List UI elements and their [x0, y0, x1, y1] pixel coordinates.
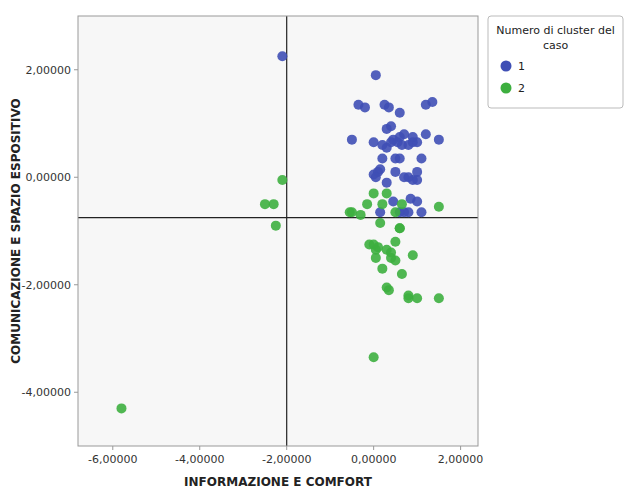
y-axis-label: COMUNICAZIONE E SPAZIO ESPOSITIVO: [9, 98, 23, 364]
tick-mark: [460, 446, 461, 450]
tick-mark: [74, 69, 78, 70]
point: [382, 178, 392, 188]
legend-title: Numero di cluster del caso: [496, 24, 614, 52]
tick-label: 2,00000: [26, 64, 72, 77]
point: [384, 285, 394, 295]
point: [395, 108, 405, 118]
reference-line: [78, 217, 478, 218]
legend-title-line: caso: [543, 39, 569, 52]
point: [360, 102, 370, 112]
point: [384, 102, 394, 112]
point: [403, 293, 413, 303]
point: [412, 167, 422, 177]
point: [260, 199, 270, 209]
point: [390, 256, 400, 266]
legend-swatch: [501, 83, 512, 94]
legend-label: 2: [518, 82, 525, 95]
tick-label: -2,00000: [262, 453, 311, 466]
point: [397, 140, 407, 150]
point: [390, 167, 400, 177]
plot-frame: [78, 16, 478, 446]
point: [427, 97, 437, 107]
point: [416, 207, 426, 217]
point: [347, 135, 357, 145]
point: [371, 70, 381, 80]
series-points: [116, 175, 443, 413]
point: [434, 135, 444, 145]
point: [408, 132, 418, 142]
reference-line: [286, 16, 287, 446]
point: [397, 199, 407, 209]
point: [362, 199, 372, 209]
point: [390, 207, 400, 217]
point: [377, 264, 387, 274]
plot-area: [78, 16, 478, 446]
point: [412, 293, 422, 303]
point: [375, 218, 385, 228]
tick-label: 0,00000: [351, 453, 397, 466]
point: [434, 293, 444, 303]
tick-mark: [373, 446, 374, 450]
point: [395, 223, 405, 233]
point: [369, 239, 379, 249]
plot-background: [78, 16, 478, 446]
tick-mark: [74, 177, 78, 178]
x-axis-label: INFORMAZIONE E COMFORT: [184, 475, 373, 489]
point: [412, 196, 422, 206]
point: [382, 188, 392, 198]
point: [421, 129, 431, 139]
tick-label: -4,00000: [175, 453, 224, 466]
point: [388, 196, 398, 206]
point: [277, 175, 287, 185]
point: [356, 210, 366, 220]
point: [395, 153, 405, 163]
point: [369, 352, 379, 362]
point: [377, 153, 387, 163]
point: [390, 237, 400, 247]
tick-mark: [199, 446, 200, 450]
point: [116, 403, 126, 413]
point: [397, 269, 407, 279]
point: [271, 221, 281, 231]
legend-frame: [488, 16, 623, 108]
point: [277, 51, 287, 61]
point: [403, 207, 413, 217]
tick-mark: [112, 446, 113, 450]
point: [369, 188, 379, 198]
point: [371, 253, 381, 263]
point: [369, 137, 379, 147]
tick-label: 2,00000: [438, 453, 484, 466]
tick-label: -6,00000: [88, 453, 137, 466]
tick-mark: [74, 392, 78, 393]
point: [395, 223, 405, 233]
series-points: [277, 51, 444, 217]
tick-label: -4,00000: [22, 386, 71, 399]
tick-label: -2,00000: [22, 279, 71, 292]
legend: Numero di cluster del caso 1 2: [488, 16, 623, 108]
point: [408, 250, 418, 260]
tick-label: 0,00000: [26, 171, 72, 184]
legend-label: 1: [518, 60, 525, 73]
point: [434, 202, 444, 212]
chart: -6,00000 -4,00000 -2,00000 0,00000 2,00000 -4…: [0, 0, 629, 504]
legend-swatch: [501, 61, 512, 72]
legend-title-line: Numero di cluster del: [496, 24, 614, 37]
tick-mark: [286, 446, 287, 450]
point: [399, 129, 409, 139]
point: [382, 124, 392, 134]
point: [377, 199, 387, 209]
tick-mark: [74, 284, 78, 285]
point: [416, 153, 426, 163]
point: [269, 199, 279, 209]
point: [347, 207, 357, 217]
point: [371, 172, 381, 182]
